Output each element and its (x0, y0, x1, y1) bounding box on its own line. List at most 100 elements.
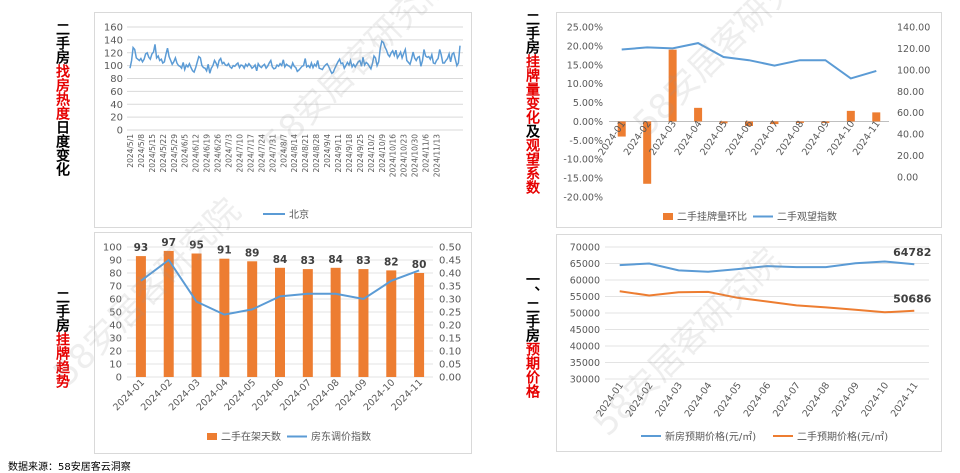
title-part: 日度变化 (54, 120, 70, 176)
x-tick-label: 2024/8/21 (301, 134, 310, 173)
y-right-tick-label: 120.00 (897, 44, 930, 55)
y-tick-label: 50000 (570, 309, 600, 320)
x-tick-label: 2024-06 (742, 380, 774, 419)
y-right-tick-label: 0.25 (439, 308, 461, 319)
x-tick-label: 2024-02 (624, 380, 656, 419)
x-tick-label: 2024/9/4 (323, 134, 332, 168)
x-tick-label: 2024/5/22 (159, 134, 168, 173)
x-tick-label: 2024/11/6 (422, 134, 431, 173)
heat-line-beijing (129, 39, 461, 75)
x-tick-label: 2024/8/28 (312, 134, 321, 173)
x-tick-label: 2024/5/8 (137, 134, 146, 168)
price-chart-panel: 30000 35000 40000 45000 50000 55000 60000 65000… (556, 234, 942, 452)
bar-data-label: 93 (134, 242, 149, 254)
trend-chart-title: 二手房挂牌趋势 (54, 290, 70, 388)
x-tick-label: 2024/10/30 (411, 134, 420, 177)
listing-days-bar (219, 258, 230, 377)
y-tick-label: 100 (104, 61, 123, 72)
x-tick-label: 2024-08 (801, 380, 833, 419)
y-right-tick-label: 20.00 (897, 151, 924, 162)
listing-bar (745, 121, 753, 126)
y-right-tick-label: 0.45 (439, 256, 461, 267)
x-tick-label: 2024/10/9 (378, 134, 387, 173)
y-left-tick-label: 25.00% (567, 23, 603, 34)
x-tick-label: 2024/7/17 (246, 134, 255, 173)
y-left-tick-label: 0 (116, 373, 122, 384)
bar-data-label: 97 (161, 237, 176, 249)
resale-price-line (619, 290, 915, 314)
listing-days-bar (386, 270, 397, 377)
bar-data-label: 84 (328, 254, 343, 266)
title-part: 二手房 (54, 22, 70, 64)
y-tick-label: 20 (110, 113, 123, 124)
bar-data-label: 82 (384, 256, 399, 268)
title-part: 挂牌趋势 (54, 332, 70, 388)
x-tick-label: 2024/7/24 (257, 134, 266, 173)
title-part: 预期价格 (524, 342, 540, 398)
legend-label: 二手预期价格(元/㎡) (797, 430, 888, 443)
y-right-tick-label: 0.35 (439, 282, 461, 293)
y-right-tick-label: 0.20 (439, 321, 461, 332)
heat-chart-panel: 0 20 40 60 80 100 120 140 160 2024/5/1 2024/5/8 202… (94, 12, 472, 228)
trend-chart: 0 10 20 30 40 50 60 70 80 90 100 0.00 0.05 0.10 0.15 0.… (103, 237, 461, 443)
listing-days-bar (330, 267, 341, 377)
listing-chart: -20.00% -15.00% -10.00% -5.00% 0.00% 5.00% 10.… (563, 23, 930, 224)
y-tick-label: 40 (110, 100, 123, 111)
x-tick-label: 2024/9/11 (334, 134, 343, 173)
listing-bar (694, 107, 703, 122)
x-tick-label: 2024/10/16 (389, 134, 398, 177)
x-tick-label: 2024/8/14 (290, 134, 299, 173)
x-tick-label: 2024/5/1 (126, 134, 135, 168)
x-tick-label: 2024/10/23 (400, 134, 409, 177)
bar-data-label: 83 (356, 255, 371, 267)
title-part: 一、二手房 (524, 272, 540, 342)
y-tick-label: 65000 (570, 259, 600, 270)
new-home-price-line (619, 260, 915, 273)
y-left-tick-label: 90 (109, 256, 122, 267)
x-tick-label: 2024/11/13 (433, 134, 442, 177)
y-left-tick-label: 30 (109, 334, 122, 345)
y-right-tick-label: 0.05 (439, 360, 461, 371)
legend-swatch (207, 433, 217, 440)
listing-days-bar (414, 273, 425, 377)
x-tick-label: 2024-05 (712, 380, 744, 419)
listing-days-bar (247, 261, 258, 377)
listing-days-bar (191, 253, 202, 377)
listing-days-bar (163, 250, 174, 377)
bar-data-label: 83 (301, 255, 316, 267)
x-tick-label: 2024/7/10 (235, 134, 244, 173)
data-source-note: 数据来源：58安居客云洞察 (8, 462, 131, 473)
title-part: 二手房 (524, 12, 540, 54)
bar-data-label: 91 (217, 245, 232, 257)
listing-bar (821, 121, 830, 123)
bar-data-label: 95 (189, 240, 204, 252)
y-left-tick-label: 0.00% (573, 117, 603, 128)
heat-chart-title: 二手房找房热度日度变化 (54, 22, 70, 176)
x-tick-label: 2024/6/12 (192, 134, 201, 173)
y-left-tick-label: 15.00% (567, 60, 603, 71)
legend-label: 北京 (289, 208, 309, 221)
y-tick-label: 80 (110, 74, 123, 85)
title-part: 观望系数 (524, 138, 540, 194)
title-part: 及 (524, 124, 540, 138)
title-part: 挂牌量变化 (524, 54, 540, 124)
x-tick-label: 2024/5/15 (148, 134, 157, 173)
y-tick-label: 30000 (570, 375, 600, 386)
listing-bar (668, 49, 677, 122)
x-tick-label: 2024/6/5 (181, 134, 190, 168)
y-left-tick-label: 80 (109, 269, 122, 280)
legend-label: 二手挂牌量环比 (677, 210, 747, 223)
x-tick-label: 2024/6/26 (214, 134, 223, 173)
x-tick-label: 2024/6/19 (203, 134, 212, 173)
y-tick-label: 60000 (570, 276, 600, 287)
y-right-tick-label: 0.30 (439, 295, 461, 306)
x-tick-label: 2024-07 (771, 380, 803, 419)
y-left-tick-label: 20 (109, 347, 122, 358)
x-tick-label: 2024/10/2 (367, 134, 376, 173)
y-right-tick-label: 0.10 (439, 347, 461, 358)
price-adjust-index-line (140, 258, 420, 316)
x-tick-label: 2024-10 (859, 380, 891, 419)
y-right-tick-label: 0.00 (897, 173, 918, 184)
y-tick-label: 120 (104, 48, 123, 59)
